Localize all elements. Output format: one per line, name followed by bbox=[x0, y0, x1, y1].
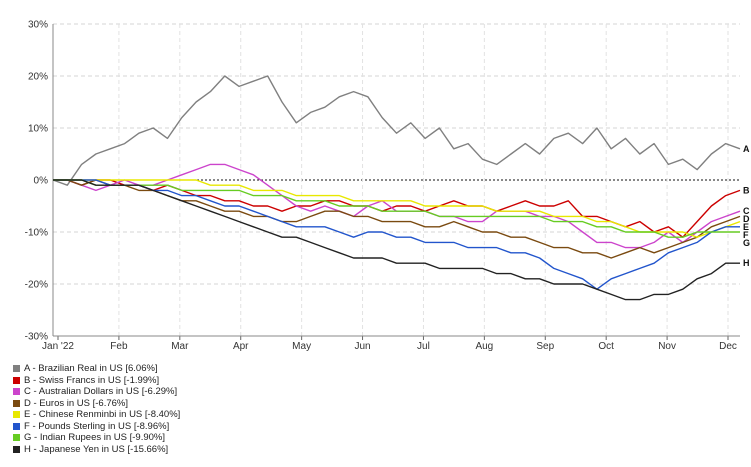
legend-item: H - Japanese Yen in US [-15.66%] bbox=[13, 444, 180, 456]
end-label-h: H bbox=[743, 258, 750, 268]
legend-swatch bbox=[13, 411, 20, 419]
y-tick-label: -30% bbox=[25, 332, 48, 343]
legend-swatch bbox=[13, 388, 20, 396]
y-tick-label: 0% bbox=[34, 176, 49, 187]
legend-label: B - Swiss Francs in US [-1.99%] bbox=[24, 374, 160, 386]
legend-swatch bbox=[13, 445, 20, 453]
end-label-b: B bbox=[743, 185, 750, 195]
y-tick-label: 30% bbox=[28, 20, 48, 31]
legend-item: F - Pounds Sterling in US [-8.96%] bbox=[13, 421, 180, 433]
legend: A - Brazilian Real in US [6.06%] B - Swis… bbox=[13, 363, 180, 455]
x-tick-label: Nov bbox=[658, 341, 676, 352]
legend-item: B - Swiss Francs in US [-1.99%] bbox=[13, 375, 180, 387]
legend-swatch bbox=[13, 376, 20, 384]
legend-item: G - Indian Rupees in US [-9.90%] bbox=[13, 432, 180, 444]
legend-item: D - Euros in US [-6.76%] bbox=[13, 398, 180, 410]
legend-item: C - Australian Dollars in US [-6.29%] bbox=[13, 386, 180, 398]
legend-label: F - Pounds Sterling in US [-8.96%] bbox=[24, 420, 170, 432]
legend-item: A - Brazilian Real in US [6.06%] bbox=[13, 363, 180, 375]
x-tick-label: Feb bbox=[110, 341, 128, 352]
series-line-f bbox=[53, 179, 740, 290]
y-tick-label: 10% bbox=[28, 124, 48, 135]
legend-label: G - Indian Rupees in US [-9.90%] bbox=[24, 432, 165, 443]
x-tick-label: Mar bbox=[171, 341, 189, 352]
legend-label: D - Euros in US [-6.76%] bbox=[24, 397, 129, 409]
end-label-f: F bbox=[743, 230, 749, 240]
series-line-h bbox=[53, 179, 740, 301]
legend-item: E - Chinese Renminbi in US [-8.40%] bbox=[13, 409, 180, 421]
line-chart: 30% 20% 10% 0% -10% -20% -30%Jan '22 Feb Mar Apr M… bbox=[25, 20, 750, 353]
x-tick-label: Apr bbox=[233, 341, 249, 352]
end-label-c: C bbox=[743, 206, 750, 216]
end-label-e: E bbox=[743, 222, 749, 232]
end-label-d: D bbox=[743, 214, 750, 224]
x-tick-label: Oct bbox=[598, 341, 614, 352]
legend-swatch bbox=[13, 365, 20, 373]
legend-label: A - Brazilian Real in US [6.06%] bbox=[24, 363, 158, 374]
x-tick-label: May bbox=[292, 341, 311, 352]
legend-label: E - Chinese Renminbi in US [-8.40%] bbox=[24, 409, 181, 420]
x-tick-label: Jul bbox=[417, 341, 430, 352]
end-label-a: A bbox=[743, 144, 750, 154]
chart-area: 30% 20% 10% 0% -10% -20% -30% Jan '22 Feb Mar Apr M… bbox=[25, 20, 750, 353]
legend-swatch bbox=[13, 434, 20, 442]
y-tick-label: -10% bbox=[25, 228, 48, 239]
legend-label: H - Japanese Yen in US [-15.66%] bbox=[24, 443, 169, 455]
series-line-g bbox=[53, 179, 740, 238]
x-tick-label: Sep bbox=[536, 341, 554, 352]
series-line-e bbox=[53, 179, 741, 238]
legend-swatch bbox=[13, 422, 20, 430]
x-tick-label: Jun bbox=[354, 341, 370, 352]
grid-lines bbox=[53, 23, 740, 337]
x-tick-label: Jan '22 bbox=[42, 341, 74, 352]
x-tick-label: Aug bbox=[475, 341, 493, 352]
x-tick-label: Dec bbox=[719, 341, 737, 352]
end-label-g: G bbox=[743, 238, 750, 248]
series-lines bbox=[52, 75, 741, 301]
y-tick-label: -20% bbox=[25, 280, 48, 291]
axes: 30% 20% 10% 0% -10% -20% -30%Jan '22 Feb Mar Apr M… bbox=[25, 20, 740, 352]
series-line-a bbox=[52, 75, 741, 186]
legend-swatch bbox=[13, 399, 20, 407]
legend-label: C - Australian Dollars in US [-6.29%] bbox=[24, 386, 178, 397]
y-tick-label: 20% bbox=[28, 72, 48, 83]
series-line-b bbox=[53, 179, 741, 238]
